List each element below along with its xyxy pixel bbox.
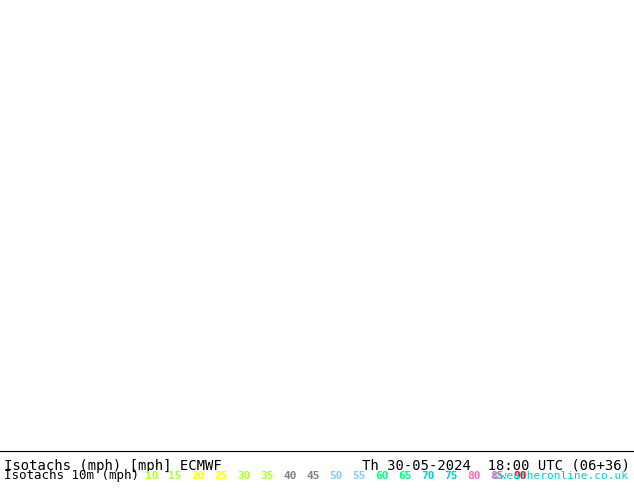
Text: 20: 20 <box>191 471 205 481</box>
Text: 85: 85 <box>490 471 504 481</box>
Text: 90: 90 <box>514 471 527 481</box>
Text: 10: 10 <box>145 471 158 481</box>
Text: 35: 35 <box>260 471 274 481</box>
Text: Isotachs (mph) [mph] ECMWF: Isotachs (mph) [mph] ECMWF <box>4 459 222 473</box>
Text: 55: 55 <box>353 471 366 481</box>
Text: 45: 45 <box>306 471 320 481</box>
Text: 65: 65 <box>398 471 411 481</box>
Text: 60: 60 <box>375 471 389 481</box>
Text: 30: 30 <box>237 471 251 481</box>
Text: 80: 80 <box>467 471 481 481</box>
Text: 70: 70 <box>421 471 435 481</box>
Text: ©weatheronline.co.uk: ©weatheronline.co.uk <box>493 471 628 481</box>
Text: 15: 15 <box>168 471 182 481</box>
Text: Isotachs 10m (mph): Isotachs 10m (mph) <box>4 469 139 483</box>
Text: Th 30-05-2024  18:00 UTC (06+36): Th 30-05-2024 18:00 UTC (06+36) <box>362 459 630 473</box>
Text: 75: 75 <box>444 471 458 481</box>
Text: 40: 40 <box>283 471 297 481</box>
Text: 25: 25 <box>214 471 228 481</box>
Text: 50: 50 <box>329 471 343 481</box>
